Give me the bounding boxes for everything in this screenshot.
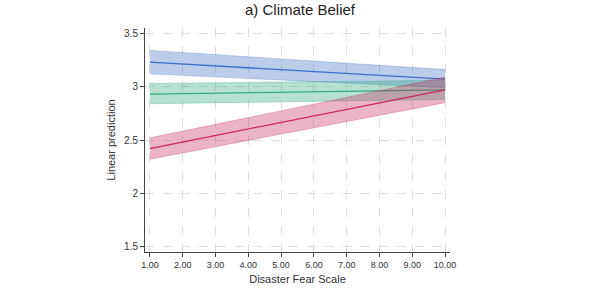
svg-text:5.00: 5.00: [272, 260, 290, 270]
svg-text:7.00: 7.00: [338, 260, 356, 270]
svg-text:3.5: 3.5: [124, 28, 138, 39]
svg-text:8.00: 8.00: [371, 260, 389, 270]
svg-text:a) Climate Belief: a) Climate Belief: [245, 1, 356, 18]
svg-text:6.00: 6.00: [305, 260, 323, 270]
svg-text:1.00: 1.00: [141, 260, 159, 270]
svg-text:2: 2: [132, 188, 138, 199]
svg-text:2.00: 2.00: [174, 260, 192, 270]
svg-text:Disaster Fear Scale: Disaster Fear Scale: [249, 273, 346, 285]
svg-text:3: 3: [132, 81, 138, 92]
svg-text:3.00: 3.00: [207, 260, 225, 270]
svg-text:1.5: 1.5: [124, 241, 138, 252]
svg-text:10.00: 10.00: [434, 260, 457, 270]
svg-text:2.5: 2.5: [124, 135, 138, 146]
svg-text:Linear prediction: Linear prediction: [105, 99, 117, 180]
svg-text:4.00: 4.00: [240, 260, 258, 270]
svg-text:9.00: 9.00: [404, 260, 422, 270]
